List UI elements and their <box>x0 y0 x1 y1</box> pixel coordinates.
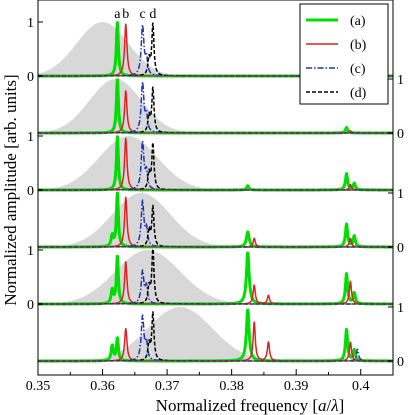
y-tick-labels: 0 1 0 1 0 1 0 1 0 1 0 1 <box>27 16 404 370</box>
excitation-spectrum <box>38 193 393 247</box>
panel-1-label-one: 1 <box>27 16 34 31</box>
peak-marker-b: b <box>122 7 129 22</box>
legend-label-c: (c) <box>350 62 366 77</box>
x-tick-label: 0.4 <box>352 379 370 394</box>
panel-6-label-zero: 0 <box>397 355 404 370</box>
x-tick-label: 0.37 <box>155 379 180 394</box>
x-axis-label: Normalized frequency [a/λ] <box>156 396 345 415</box>
legend-label-a: (a) <box>350 14 366 29</box>
panel-3-label-one: 1 <box>27 130 34 145</box>
x-tick-label: 0.38 <box>219 379 244 394</box>
legend-label-d: (d) <box>350 86 367 101</box>
panel-4 <box>38 191 393 249</box>
panel-3 <box>38 135 393 192</box>
panel-baselines <box>38 75 393 362</box>
panel-6 <box>38 307 393 363</box>
y-axis-label: Normalized amplitude [arb. units] <box>1 74 20 305</box>
panel-2-label-zero: 0 <box>397 127 404 142</box>
y-tick-marks <box>38 21 393 362</box>
panel-6-label-one: 1 <box>397 301 404 316</box>
peak-marker-a: a <box>114 7 121 22</box>
x-axis-label-part: λ <box>330 396 338 415</box>
x-axis-label-part: ] <box>339 396 345 415</box>
panel-3-label-zero: 0 <box>27 184 34 199</box>
panel-2-label-one: 1 <box>397 73 404 88</box>
x-axis: 0.35 0.36 0.37 0.38 0.39 0.4 <box>26 369 370 394</box>
legend-label-b: (b) <box>350 38 367 53</box>
x-axis-label-part: / <box>327 396 332 415</box>
excitation-spectrum <box>38 250 393 304</box>
panel-5-label-one: 1 <box>27 244 34 259</box>
excitation-spectrum <box>38 136 393 190</box>
panel-5 <box>38 248 393 306</box>
panel-4-label-zero: 0 <box>397 241 404 256</box>
x-tick-label: 0.35 <box>26 379 51 394</box>
plot-frame <box>37 0 394 376</box>
x-axis-label-part: a <box>318 396 327 415</box>
x-tick-label: 0.39 <box>284 379 309 394</box>
x-axis-label-part: Normalized frequency [ <box>156 396 319 415</box>
excitation-spectrum <box>38 22 393 76</box>
panel-4-label-one: 1 <box>397 187 404 202</box>
excitation-spectrum <box>38 307 393 361</box>
legend: (a) (b) (c) (d) <box>299 3 389 105</box>
panel-5-label-zero: 0 <box>27 298 34 313</box>
panel-1-label-zero: 0 <box>27 70 34 85</box>
peak-marker-c: c <box>139 7 145 22</box>
axes-box <box>37 0 394 376</box>
peak-marker-d: d <box>149 7 156 22</box>
x-tick-label: 0.36 <box>90 379 115 394</box>
